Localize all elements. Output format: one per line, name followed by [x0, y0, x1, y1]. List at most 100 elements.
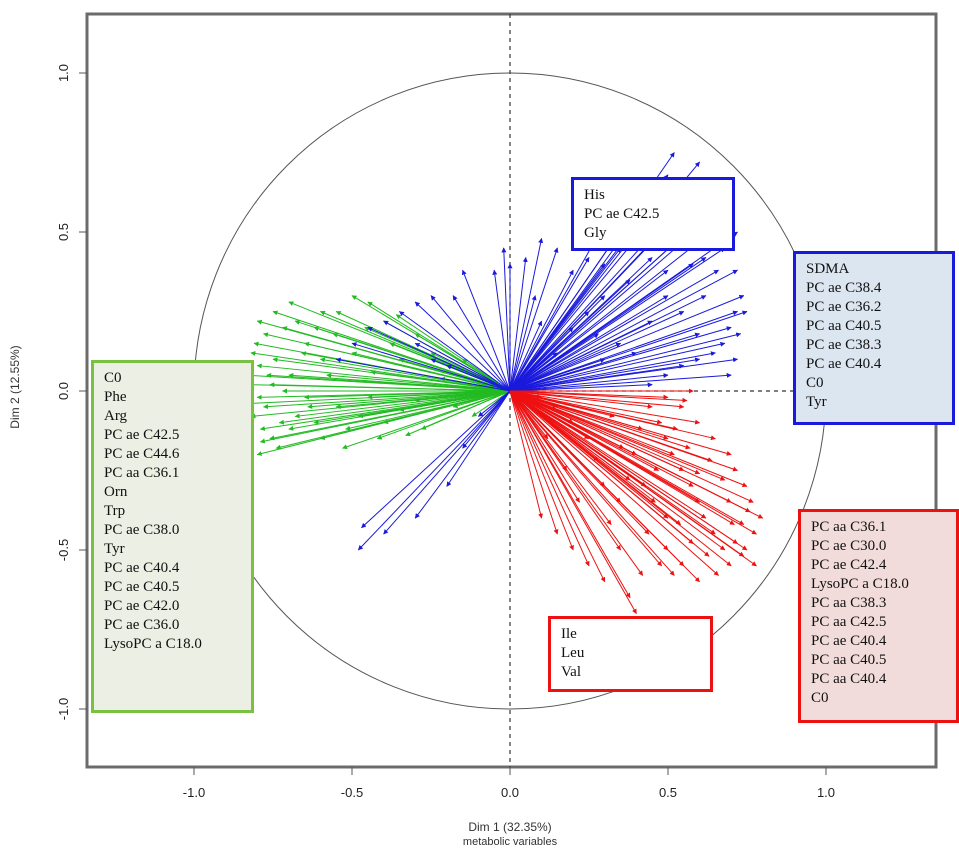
red-variable-arrow [509, 390, 685, 409]
red-variable-arrow [509, 390, 631, 599]
red-variable-arrow [509, 390, 745, 557]
blue-variable-arrow [509, 263, 694, 392]
green-variable-arrow [398, 390, 511, 412]
blue-variable-arrow [501, 247, 511, 392]
variable-label: PC ae C40.4 [806, 356, 882, 372]
variable-label: PC ae C38.4 [806, 280, 882, 296]
x-tick-label: 0.0 [501, 785, 519, 800]
blue-variable-arrow [509, 320, 543, 392]
variable-label: LysoPC a C18.0 [811, 576, 909, 592]
blue-variable-arrow [509, 295, 669, 392]
variable-label: PC ae C44.6 [104, 446, 180, 462]
red-variable-arrow [509, 390, 590, 567]
blue-variable-arrow [509, 310, 738, 392]
red-variable-arrow [509, 390, 543, 519]
red-variable-arrow [509, 390, 615, 418]
variable-label: PC aa C38.3 [811, 595, 887, 611]
blue-variable-arrow [446, 364, 511, 392]
blue-variable-arrow [509, 269, 669, 392]
variable-label: PC ae C30.0 [811, 538, 887, 554]
variable-label: Phe [104, 389, 127, 405]
blue-variable-arrow [462, 390, 511, 449]
blue-variable-arrow [509, 257, 590, 392]
red-variable-arrow [509, 390, 688, 403]
variable-label: SDMA [806, 261, 850, 277]
blue-variable-arrow [509, 295, 707, 392]
blue-variable-arrow [509, 231, 688, 392]
variable-label: PC ae C40.4 [104, 560, 180, 576]
green-variable-arrow [351, 351, 511, 392]
variable-label: PC ae C40.4 [811, 633, 887, 649]
green-variable-arrow [278, 390, 511, 425]
blue-variable-arrow [509, 311, 685, 392]
x-tick-label: -0.5 [341, 785, 363, 800]
red-variable-arrow [509, 390, 612, 525]
green-variable-arrow [244, 390, 511, 407]
variable-label: C0 [811, 690, 829, 706]
variable-label: PC aa C40.5 [806, 318, 882, 334]
green-variable-arrow [294, 390, 511, 419]
blue-variable-arrow [492, 269, 511, 392]
variable-label: Trp [104, 503, 126, 519]
blue-variable-arrow [461, 269, 511, 392]
variable-label: Val [561, 664, 581, 680]
red-variable-arrow [509, 390, 559, 535]
variable-label: C0 [806, 375, 824, 391]
blue-variable-arrow [367, 326, 511, 392]
y-tick-label: 1.0 [56, 64, 71, 82]
blue-variable-arrow [509, 269, 719, 392]
green-variable-arrow [294, 320, 511, 392]
blue-variable-arrow [509, 351, 716, 392]
variable-label: Tyr [104, 541, 125, 557]
red-variable-arrow [509, 390, 669, 551]
blue-variable-arrow [509, 358, 606, 392]
red-variable-arrow [509, 390, 707, 519]
red-variable-arrow [509, 390, 675, 576]
variable-label: PC ae C40.5 [104, 579, 180, 595]
green-variable-arrow [259, 390, 511, 444]
variable-label: LysoPC a C18.0 [104, 636, 202, 652]
variable-label: PC aa C42.5 [811, 614, 887, 630]
red-variable-arrow [509, 390, 663, 567]
blue-variable-arrow [361, 390, 511, 529]
green-variable-arrow [307, 390, 511, 410]
red-variable-arrow [509, 390, 606, 583]
red-variable-arrow [509, 390, 669, 519]
variable-label: C0 [104, 370, 122, 386]
red-variable-arrow [509, 390, 574, 551]
blue-variable-arrow [383, 390, 511, 535]
green-variable-arrow [452, 390, 511, 409]
red-variable-arrow [509, 390, 625, 449]
y-tick-label: 0.0 [56, 382, 71, 400]
blue-variable-arrow [509, 332, 742, 392]
variable-label: Tyr [806, 394, 827, 410]
legend-box-green-group: C0 Phe Arg PC ae C42.5 PC ae C44.6 PC aa C36.… [91, 360, 254, 713]
legend-box-red-right-group: PC aa C36.1 PC ae C30.0 PC ae C42.4 LysoPC … [798, 509, 959, 723]
x-tick-label: 0.5 [659, 785, 677, 800]
green-variable-arrow [244, 372, 511, 392]
blue-variable-arrow [509, 269, 738, 392]
red-variable-arrow [509, 390, 726, 481]
blue-variable-arrow [509, 357, 701, 392]
red-variable-arrow [509, 390, 653, 409]
blue-variable-arrow [509, 341, 726, 392]
red-variable-arrow [509, 390, 659, 471]
blue-variable-arrow [509, 332, 701, 392]
x-axis-title: Dim 1 (32.35%) [468, 820, 552, 834]
red-variable-arrow [509, 390, 644, 431]
blue-variable-arrow [509, 333, 599, 392]
blue-variable-arrow [509, 225, 669, 392]
blue-variable-arrow [509, 256, 528, 392]
blue-variable-arrow [509, 237, 544, 392]
green-variable-arrow [342, 390, 511, 450]
variable-label: PC ae C38.0 [104, 522, 180, 538]
variable-label: PC ae C36.0 [104, 617, 180, 633]
variable-label: Arg [104, 408, 128, 424]
variable-label: PC ae C42.5 [584, 206, 660, 222]
blue-variable-arrow [509, 382, 653, 392]
y-tick-label: -1.0 [56, 698, 71, 720]
red-variable-arrow [509, 390, 694, 545]
green-variable-arrow [263, 390, 511, 410]
red-variable-arrow [509, 390, 735, 525]
